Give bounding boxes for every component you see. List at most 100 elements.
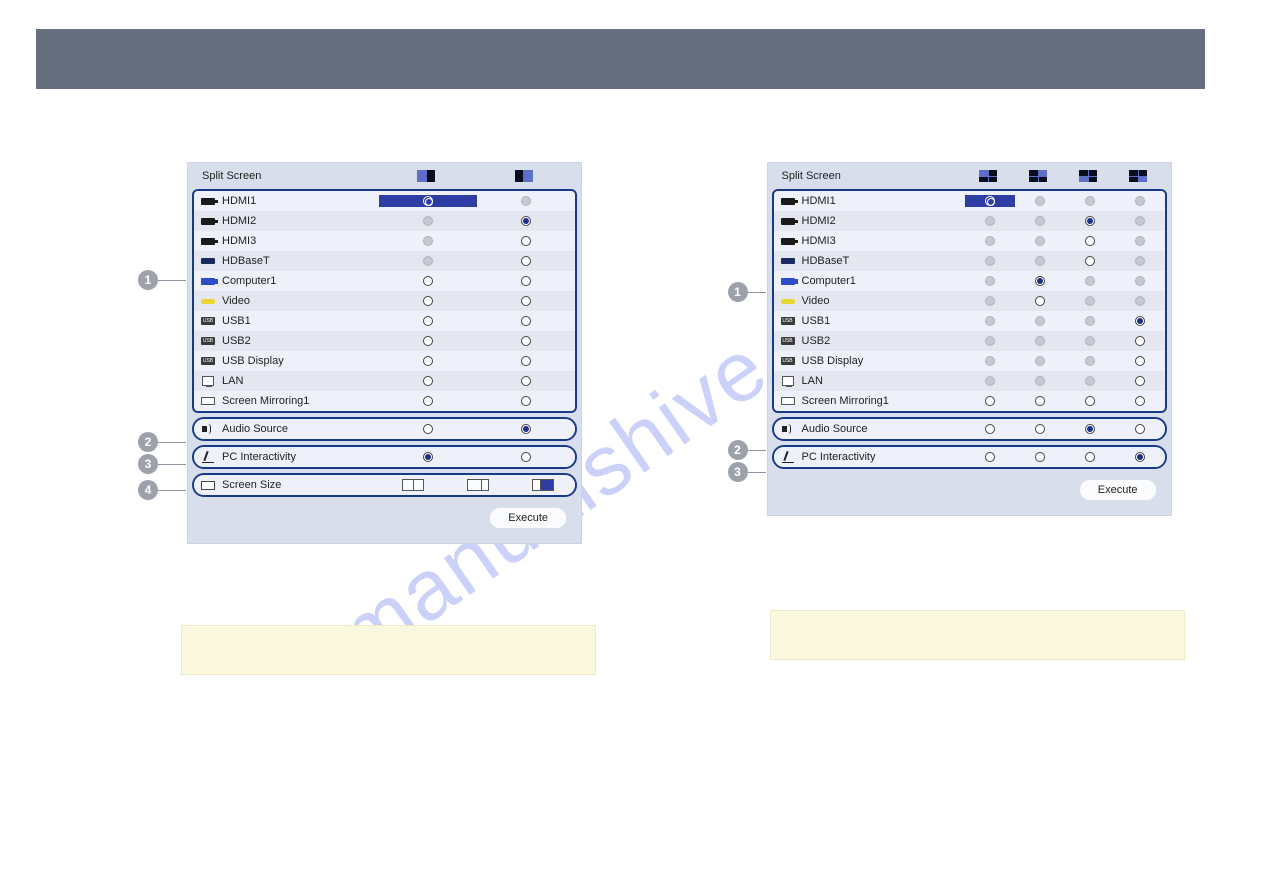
source-label: HDMI3 bbox=[802, 235, 965, 247]
radio-option[interactable] bbox=[1115, 375, 1165, 387]
radio-option[interactable] bbox=[1065, 395, 1115, 407]
radio-option[interactable] bbox=[477, 395, 575, 407]
radio-option[interactable] bbox=[477, 451, 575, 463]
radio-option[interactable] bbox=[379, 255, 477, 267]
radio-option[interactable] bbox=[1015, 451, 1065, 463]
radio-option[interactable] bbox=[1065, 235, 1115, 247]
radio-option[interactable] bbox=[1065, 355, 1115, 367]
radio-option[interactable] bbox=[1115, 423, 1165, 435]
radio-option[interactable] bbox=[477, 195, 575, 207]
radio-option[interactable] bbox=[1015, 395, 1065, 407]
row-label: PC Interactivity bbox=[222, 451, 379, 463]
radio-option[interactable] bbox=[379, 395, 477, 407]
radio-option[interactable] bbox=[965, 255, 1015, 267]
source-label: USB Display bbox=[222, 355, 379, 367]
radio-option[interactable] bbox=[1115, 295, 1165, 307]
radio-option[interactable] bbox=[477, 255, 575, 267]
radio-option[interactable] bbox=[1065, 451, 1115, 463]
radio-option[interactable] bbox=[1065, 335, 1115, 347]
execute-button[interactable]: Execute bbox=[1079, 479, 1157, 501]
radio-option[interactable] bbox=[1115, 355, 1165, 367]
hdmi-icon bbox=[781, 218, 795, 225]
radio-option[interactable] bbox=[965, 195, 1015, 207]
radio-option[interactable] bbox=[1065, 255, 1115, 267]
radio-option[interactable] bbox=[1015, 215, 1065, 227]
radio-option[interactable] bbox=[1015, 423, 1065, 435]
radio-option[interactable] bbox=[477, 235, 575, 247]
radio-option[interactable] bbox=[1015, 275, 1065, 287]
radio-option[interactable] bbox=[1115, 255, 1165, 267]
source-row: HDMI3 bbox=[194, 231, 575, 251]
radio-option[interactable] bbox=[1115, 195, 1165, 207]
radio-option[interactable] bbox=[965, 335, 1015, 347]
radio-option[interactable] bbox=[379, 235, 477, 247]
row-label: Audio Source bbox=[222, 423, 379, 435]
radio-option[interactable] bbox=[965, 395, 1015, 407]
radio-option[interactable] bbox=[1115, 215, 1165, 227]
radio-option[interactable] bbox=[965, 295, 1015, 307]
row-label: PC Interactivity bbox=[802, 451, 965, 463]
radio-option[interactable] bbox=[379, 275, 477, 287]
radio-option[interactable] bbox=[477, 295, 575, 307]
radio-option[interactable] bbox=[379, 355, 477, 367]
usb-icon: USB bbox=[781, 337, 795, 345]
radio-option[interactable] bbox=[1015, 255, 1065, 267]
radio-option[interactable] bbox=[1065, 423, 1115, 435]
radio-option[interactable] bbox=[379, 215, 477, 227]
radio-option[interactable] bbox=[1065, 375, 1115, 387]
radio-option[interactable] bbox=[477, 423, 575, 435]
hdmi-icon bbox=[201, 218, 215, 225]
radio-option[interactable] bbox=[477, 355, 575, 367]
split-header-icon-right bbox=[515, 170, 533, 182]
radio-option[interactable] bbox=[1115, 335, 1165, 347]
radio-option[interactable] bbox=[1065, 275, 1115, 287]
radio-option[interactable] bbox=[1015, 315, 1065, 327]
radio-option[interactable] bbox=[965, 423, 1015, 435]
radio-option[interactable] bbox=[477, 275, 575, 287]
radio-option[interactable] bbox=[1015, 355, 1065, 367]
radio-option[interactable] bbox=[1065, 195, 1115, 207]
source-label: HDMI3 bbox=[222, 235, 379, 247]
radio-option[interactable] bbox=[477, 375, 575, 387]
radio-option[interactable] bbox=[1115, 451, 1165, 463]
radio-option[interactable] bbox=[1015, 335, 1065, 347]
radio-option[interactable] bbox=[1115, 315, 1165, 327]
radio-option[interactable] bbox=[379, 295, 477, 307]
radio-option[interactable] bbox=[477, 335, 575, 347]
radio-option[interactable] bbox=[1115, 235, 1165, 247]
usb-icon: USB bbox=[781, 357, 795, 365]
radio-option[interactable] bbox=[965, 451, 1015, 463]
radio-option[interactable] bbox=[1015, 375, 1065, 387]
radio-option[interactable] bbox=[379, 375, 477, 387]
radio-option[interactable] bbox=[1115, 275, 1165, 287]
source-row: USBUSB2 bbox=[774, 331, 1165, 351]
source-row: Computer1 bbox=[194, 271, 575, 291]
radio-option[interactable] bbox=[477, 315, 575, 327]
radio-option[interactable] bbox=[379, 423, 477, 435]
radio-option[interactable] bbox=[379, 195, 477, 207]
execute-button[interactable]: Execute bbox=[489, 507, 567, 529]
radio-option[interactable] bbox=[379, 451, 477, 463]
radio-option[interactable] bbox=[965, 275, 1015, 287]
radio-option[interactable] bbox=[1015, 235, 1065, 247]
radio-option[interactable] bbox=[965, 375, 1015, 387]
radio-option[interactable] bbox=[965, 235, 1015, 247]
screen-size-leftbig[interactable] bbox=[467, 479, 489, 491]
radio-option[interactable] bbox=[1065, 215, 1115, 227]
screen-size-equal[interactable] bbox=[402, 479, 424, 491]
settings-row: Audio Source bbox=[194, 419, 575, 439]
radio-option[interactable] bbox=[965, 355, 1015, 367]
radio-option[interactable] bbox=[1065, 315, 1115, 327]
screen-size-rightbig[interactable] bbox=[532, 479, 554, 491]
radio-option[interactable] bbox=[379, 335, 477, 347]
source-row: HDMI2 bbox=[194, 211, 575, 231]
radio-option[interactable] bbox=[1015, 295, 1065, 307]
radio-option[interactable] bbox=[1015, 195, 1065, 207]
radio-option[interactable] bbox=[1115, 395, 1165, 407]
radio-option[interactable] bbox=[477, 215, 575, 227]
radio-option[interactable] bbox=[965, 215, 1015, 227]
radio-option[interactable] bbox=[1065, 295, 1115, 307]
radio-option[interactable] bbox=[379, 315, 477, 327]
radio-option[interactable] bbox=[965, 315, 1015, 327]
callout-2: 2 bbox=[728, 440, 748, 460]
